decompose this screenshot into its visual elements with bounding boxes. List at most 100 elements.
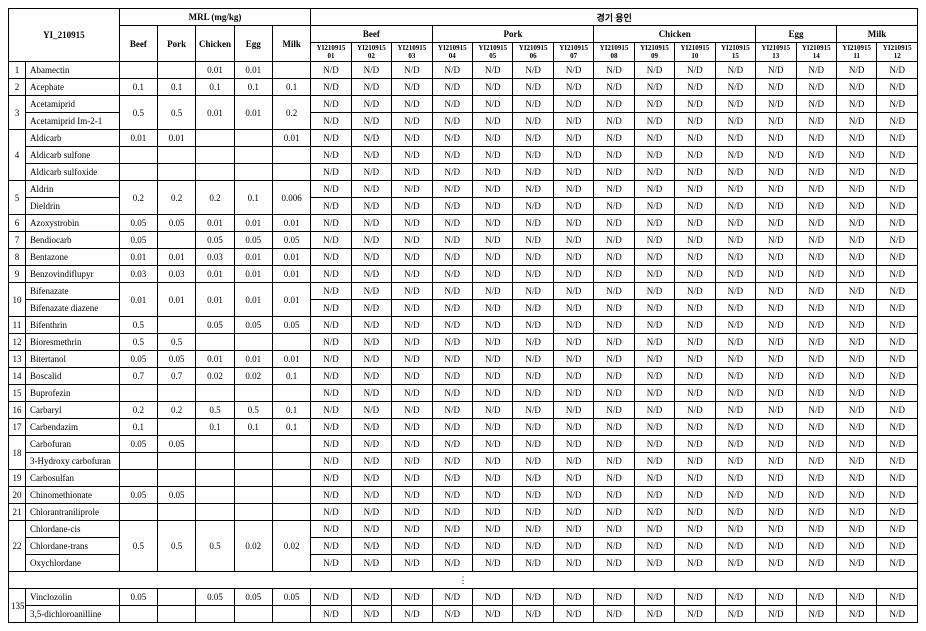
sample-cell: N/D <box>877 521 918 538</box>
sample-cell: N/D <box>473 419 513 436</box>
sample-cell: N/D <box>756 113 796 130</box>
sample-cell: N/D <box>513 300 553 317</box>
sample-cell: N/D <box>715 538 755 555</box>
sample-cell: N/D <box>553 164 593 181</box>
sample-cell: N/D <box>473 555 513 572</box>
mrl-cell: 0.01 <box>119 130 157 147</box>
sample-cell: N/D <box>392 300 432 317</box>
table-row: 3,5-dichloroanillineN/DN/DN/DN/DN/DN/DN/… <box>9 606 918 623</box>
sample-id-header: YI21091508 <box>594 43 634 62</box>
sample-cell: N/D <box>634 317 674 334</box>
row-index: 10 <box>9 283 26 317</box>
mrl-cell: 0.2 <box>119 402 157 419</box>
mrl-col-header: Chicken <box>196 26 234 62</box>
mrl-cell: 0.05 <box>272 232 310 249</box>
sample-cell: N/D <box>311 300 351 317</box>
pesticide-name: Dieldrin <box>26 198 120 215</box>
sample-cell: N/D <box>675 249 715 266</box>
mrl-cell: 0.05 <box>158 436 196 453</box>
mrl-cell: 0.1 <box>196 79 234 96</box>
sample-cell: N/D <box>634 453 674 470</box>
sample-cell: N/D <box>351 300 391 317</box>
mrl-col-header: Pork <box>158 26 196 62</box>
sample-cell: N/D <box>351 130 391 147</box>
sample-cell: N/D <box>675 589 715 606</box>
sample-cell: N/D <box>594 538 634 555</box>
sample-cell: N/D <box>473 453 513 470</box>
sample-cell: N/D <box>351 317 391 334</box>
row-index: 6 <box>9 215 26 232</box>
mrl-cell <box>196 147 234 164</box>
sample-cell: N/D <box>756 181 796 198</box>
mrl-cell: 0.5 <box>196 521 234 572</box>
sample-cell: N/D <box>473 317 513 334</box>
sample-cell: N/D <box>473 589 513 606</box>
mrl-cell: 0.5 <box>196 402 234 419</box>
sample-cell: N/D <box>594 300 634 317</box>
sample-cell: N/D <box>877 283 918 300</box>
pesticide-name: Boscalid <box>26 368 120 385</box>
sample-cell: N/D <box>311 589 351 606</box>
row-index: 135 <box>9 589 26 623</box>
region-subgroup-header: Milk <box>836 26 917 43</box>
sample-cell: N/D <box>594 249 634 266</box>
sample-cell: N/D <box>634 419 674 436</box>
mrl-cell: 0.01 <box>158 283 196 317</box>
mrl-cell: 0.05 <box>119 215 157 232</box>
sample-cell: N/D <box>796 351 836 368</box>
sample-cell: N/D <box>392 402 432 419</box>
mrl-cell <box>234 453 272 470</box>
mrl-cell <box>119 385 157 402</box>
sample-cell: N/D <box>351 79 391 96</box>
sample-cell: N/D <box>634 113 674 130</box>
sample-cell: N/D <box>513 164 553 181</box>
sample-cell: N/D <box>877 215 918 232</box>
sample-cell: N/D <box>756 198 796 215</box>
sample-cell: N/D <box>877 538 918 555</box>
mrl-cell: 0.03 <box>196 249 234 266</box>
sample-cell: N/D <box>553 181 593 198</box>
pesticide-name: Aldicarb <box>26 130 120 147</box>
sample-cell: N/D <box>513 317 553 334</box>
sample-cell: N/D <box>351 504 391 521</box>
table-row: 3Acetamiprid0.50.50.010.010.2N/DN/DN/DN/… <box>9 96 918 113</box>
mrl-cell <box>158 62 196 79</box>
sample-cell: N/D <box>311 470 351 487</box>
sample-cell: N/D <box>432 249 472 266</box>
sample-cell: N/D <box>796 300 836 317</box>
mrl-cell: 0.7 <box>119 368 157 385</box>
sample-cell: N/D <box>473 266 513 283</box>
sample-cell: N/D <box>877 181 918 198</box>
sample-cell: N/D <box>836 266 876 283</box>
mrl-cell <box>234 334 272 351</box>
mrl-cell: 0.5 <box>119 521 157 572</box>
sample-cell: N/D <box>715 232 755 249</box>
sample-cell: N/D <box>432 589 472 606</box>
mrl-cell <box>272 470 310 487</box>
sample-cell: N/D <box>392 470 432 487</box>
sample-cell: N/D <box>473 113 513 130</box>
sample-cell: N/D <box>432 419 472 436</box>
mrl-cell: 0.01 <box>196 351 234 368</box>
sample-cell: N/D <box>836 147 876 164</box>
sample-cell: N/D <box>392 487 432 504</box>
sample-cell: N/D <box>392 79 432 96</box>
pesticide-name: 3,5-dichloroanilline <box>26 606 120 623</box>
sample-cell: N/D <box>594 453 634 470</box>
sample-cell: N/D <box>756 147 796 164</box>
mrl-cell: 0.2 <box>119 181 157 215</box>
mrl-cell <box>196 436 234 453</box>
sample-cell: N/D <box>553 232 593 249</box>
sample-cell: N/D <box>715 249 755 266</box>
sample-cell: N/D <box>836 198 876 215</box>
sample-cell: N/D <box>473 521 513 538</box>
sample-id-header: YI21091512 <box>877 43 918 62</box>
row-index: 18 <box>9 436 26 470</box>
sample-cell: N/D <box>634 487 674 504</box>
table-body: 1Abamectin0.010.01N/DN/DN/DN/DN/DN/DN/DN… <box>9 62 918 623</box>
sample-cell: N/D <box>311 555 351 572</box>
sample-cell: N/D <box>877 487 918 504</box>
sample-cell: N/D <box>634 436 674 453</box>
mrl-cell <box>158 419 196 436</box>
sample-cell: N/D <box>675 334 715 351</box>
